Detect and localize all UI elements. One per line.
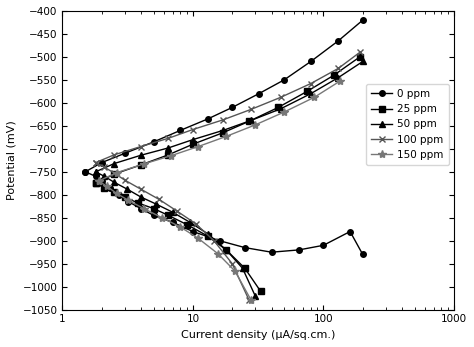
150 ppm bbox=[248, 298, 254, 303]
50 ppm bbox=[223, 248, 229, 252]
100 ppm bbox=[111, 171, 117, 175]
25 ppm bbox=[122, 195, 128, 199]
25 ppm bbox=[242, 266, 248, 270]
0 ppm bbox=[217, 239, 222, 243]
25 ppm bbox=[258, 289, 264, 293]
100 ppm bbox=[246, 298, 252, 303]
0 ppm bbox=[107, 186, 112, 190]
100 ppm bbox=[122, 178, 128, 182]
Legend: 0 ppm, 25 ppm, 50 ppm, 100 ppm, 150 ppm: 0 ppm, 25 ppm, 50 ppm, 100 ppm, 150 ppm bbox=[366, 84, 449, 165]
100 ppm bbox=[229, 262, 235, 266]
150 ppm bbox=[126, 198, 131, 202]
150 ppm bbox=[215, 252, 220, 256]
0 ppm bbox=[99, 179, 104, 183]
25 ppm bbox=[184, 222, 190, 227]
100 ppm bbox=[156, 197, 162, 202]
50 ppm bbox=[153, 202, 159, 206]
50 ppm bbox=[101, 174, 107, 178]
0 ppm bbox=[190, 229, 196, 234]
25 ppm bbox=[101, 186, 107, 190]
50 ppm bbox=[170, 210, 175, 214]
0 ppm bbox=[242, 246, 248, 250]
150 ppm bbox=[104, 184, 110, 188]
0 ppm bbox=[126, 200, 131, 204]
50 ppm bbox=[187, 220, 193, 225]
50 ppm bbox=[205, 232, 210, 236]
25 ppm bbox=[135, 201, 141, 205]
25 ppm bbox=[165, 213, 171, 218]
Line: 0 ppm: 0 ppm bbox=[82, 169, 365, 257]
100 ppm bbox=[193, 222, 199, 226]
50 ppm bbox=[93, 170, 99, 174]
0 ppm bbox=[347, 229, 353, 234]
25 ppm bbox=[151, 206, 156, 211]
0 ppm bbox=[93, 174, 99, 178]
Line: 150 ppm: 150 ppm bbox=[95, 177, 255, 305]
150 ppm bbox=[159, 215, 165, 220]
Line: 100 ppm: 100 ppm bbox=[92, 159, 253, 304]
0 ppm bbox=[138, 206, 144, 211]
25 ppm bbox=[223, 248, 229, 252]
150 ppm bbox=[195, 236, 201, 240]
Line: 50 ppm: 50 ppm bbox=[93, 169, 258, 299]
0 ppm bbox=[170, 220, 175, 225]
50 ppm bbox=[138, 195, 144, 199]
150 ppm bbox=[141, 206, 146, 211]
100 ppm bbox=[211, 239, 217, 243]
0 ppm bbox=[320, 243, 326, 247]
100 ppm bbox=[93, 161, 99, 165]
150 ppm bbox=[96, 179, 101, 183]
100 ppm bbox=[138, 187, 144, 191]
0 ppm bbox=[269, 250, 274, 254]
25 ppm bbox=[111, 191, 117, 195]
50 ppm bbox=[124, 187, 129, 191]
100 ppm bbox=[101, 165, 107, 169]
50 ppm bbox=[240, 266, 246, 270]
25 ppm bbox=[93, 181, 99, 185]
Y-axis label: Potential (mV): Potential (mV) bbox=[7, 120, 17, 200]
150 ppm bbox=[114, 191, 119, 195]
0 ppm bbox=[82, 170, 88, 174]
50 ppm bbox=[111, 180, 117, 185]
150 ppm bbox=[177, 225, 183, 229]
0 ppm bbox=[360, 252, 365, 256]
25 ppm bbox=[205, 234, 210, 238]
150 ppm bbox=[232, 269, 238, 273]
0 ppm bbox=[296, 248, 302, 252]
50 ppm bbox=[252, 294, 258, 298]
0 ppm bbox=[151, 213, 156, 218]
100 ppm bbox=[174, 209, 180, 213]
Line: 25 ppm: 25 ppm bbox=[93, 180, 264, 294]
0 ppm bbox=[116, 193, 121, 197]
X-axis label: Current density (μA/sq.cm.): Current density (μA/sq.cm.) bbox=[181, 330, 336, 340]
